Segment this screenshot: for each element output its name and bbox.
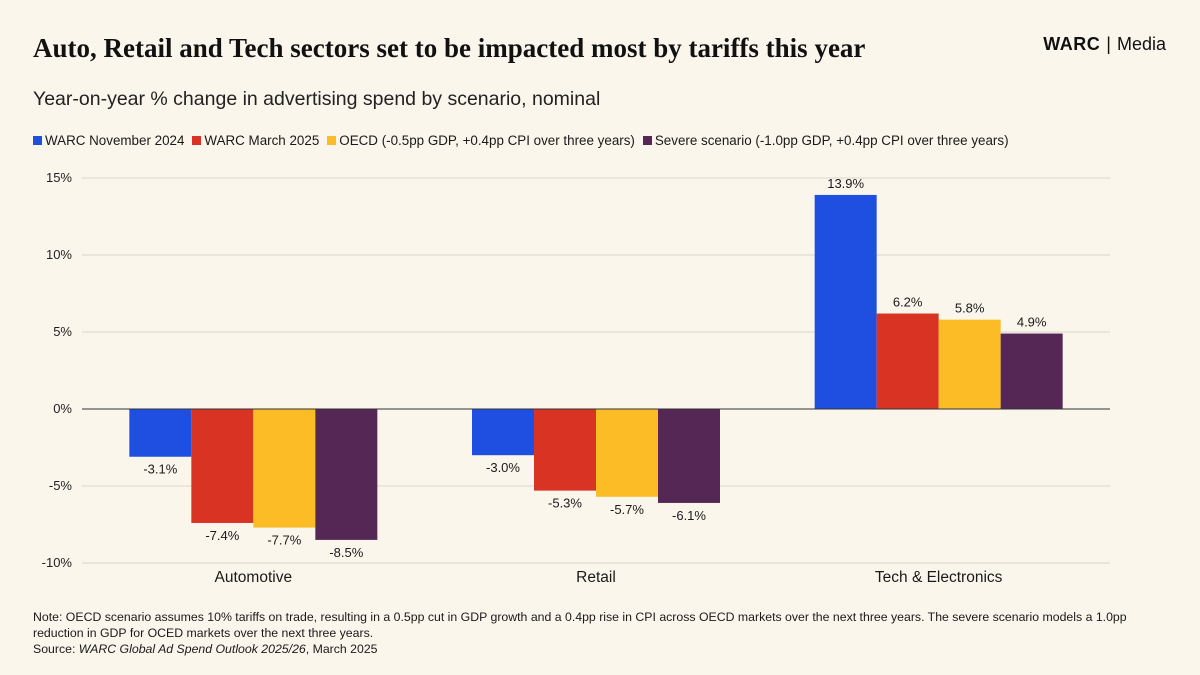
- y-tick-label: -10%: [42, 555, 73, 570]
- bar: [596, 409, 658, 497]
- bar: [814, 194, 877, 409]
- brand-name: WARC: [1043, 34, 1101, 54]
- legend-label: WARC November 2024: [45, 133, 185, 148]
- category-label: Retail: [576, 569, 616, 586]
- legend-label: OECD (-0.5pp GDP, +0.4pp CPI over three …: [339, 133, 635, 148]
- y-tick-label: -5%: [49, 478, 73, 493]
- brand-logo: WARC | Media: [1043, 34, 1166, 55]
- data-label: -3.0%: [486, 460, 520, 475]
- data-label: -6.1%: [672, 508, 706, 523]
- source-line: Source: WARC Global Ad Spend Outlook 202…: [33, 641, 1173, 657]
- data-label: 4.9%: [1017, 315, 1047, 330]
- data-label: -7.4%: [205, 528, 239, 543]
- source-prefix: Source:: [33, 642, 79, 656]
- category-label: Tech & Electronics: [875, 569, 1003, 586]
- source-title: WARC Global Ad Spend Outlook 2025/26: [78, 642, 306, 656]
- bar: [876, 313, 939, 409]
- y-tick-label: 0%: [53, 401, 72, 416]
- legend-item-warc-mar-2025: WARC March 2025: [192, 133, 319, 148]
- data-label: 5.8%: [955, 301, 985, 316]
- bar-chart: 15% 10% 5% 0% -5% -10% -3.1% -7.4% -7.7% -8.5% Aut…: [42, 170, 1110, 586]
- bar: [315, 409, 378, 540]
- chart-title: Auto, Retail and Tech sectors set to be …: [33, 33, 866, 63]
- bar: [658, 409, 720, 503]
- source-suffix: , March 2025: [305, 642, 378, 656]
- data-label: -7.7%: [267, 533, 301, 548]
- bar: [472, 409, 534, 456]
- bar: [1000, 333, 1063, 409]
- chart-subtitle: Year-on-year % change in advertising spe…: [33, 88, 601, 110]
- chart-footer: Note: OECD scenario assumes 10% tariffs …: [33, 609, 1173, 657]
- footnote-text: Note: OECD scenario assumes 10% tariffs …: [33, 610, 1127, 640]
- legend-swatch: [642, 136, 652, 145]
- legend-item-warc-nov-2024: WARC November 2024: [33, 133, 184, 148]
- data-label: 13.9%: [827, 176, 864, 191]
- y-tick-label: 15%: [46, 170, 72, 185]
- legend-swatch: [192, 136, 202, 145]
- data-label: -5.7%: [610, 502, 644, 517]
- legend-swatch: [33, 136, 42, 145]
- legend-label: Severe scenario (-1.0pp GDP, +0.4pp CPI …: [654, 133, 1009, 148]
- category-label: Automotive: [215, 569, 293, 586]
- bar: [129, 409, 192, 457]
- y-tick-label: 10%: [46, 247, 72, 262]
- data-label: 6.2%: [893, 295, 923, 310]
- bar: [253, 409, 316, 528]
- data-label: -3.1%: [143, 462, 177, 477]
- legend-swatch: [327, 136, 337, 145]
- chart-legend: WARC November 2024 WARC March 2025 OECD …: [33, 133, 1009, 148]
- data-label: -5.3%: [548, 496, 582, 511]
- legend-item-severe: Severe scenario (-1.0pp GDP, +0.4pp CPI …: [642, 133, 1009, 148]
- brand-suffix: Media: [1116, 34, 1166, 54]
- y-tick-label: 5%: [53, 324, 72, 339]
- brand-separator: |: [1106, 34, 1111, 54]
- data-label: -8.5%: [329, 545, 363, 560]
- bar: [191, 409, 254, 523]
- legend-item-oecd: OECD (-0.5pp GDP, +0.4pp CPI over three …: [327, 133, 635, 148]
- legend-label: WARC March 2025: [204, 133, 320, 148]
- bar: [534, 409, 596, 491]
- bar: [938, 319, 1001, 409]
